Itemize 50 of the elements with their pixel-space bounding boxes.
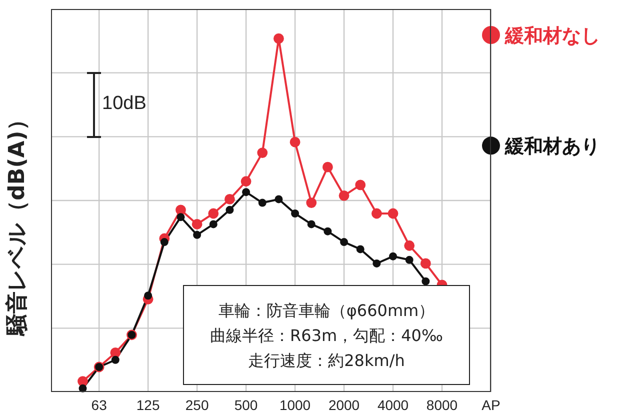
point [257, 148, 268, 158]
y-axis-title: 騒音レベル（dB(A)） [4, 108, 31, 338]
point [422, 277, 430, 286]
x-tick-label: AP [482, 396, 500, 413]
annotation: 曲線半径：R63m，勾配：40‰ [210, 324, 443, 346]
point [355, 180, 366, 190]
x-tick-label: 4000 [377, 396, 409, 413]
annotation: 走行速度：約28km/h [248, 350, 405, 372]
annotation: 車輪：防音車輪（φ660mm） [218, 300, 435, 322]
point [192, 219, 202, 230]
point [291, 210, 300, 218]
point [307, 220, 316, 228]
point [404, 240, 415, 251]
point [111, 356, 120, 364]
series-label: 緩和材あり [504, 136, 600, 158]
point [405, 256, 414, 264]
x-tick-label: 2000 [328, 396, 360, 413]
point [356, 245, 364, 254]
point [322, 162, 333, 172]
point [420, 258, 431, 269]
series-label: 緩和材なし [504, 25, 600, 47]
point [193, 230, 202, 239]
point [388, 208, 398, 219]
x-tick-label: 8000 [426, 396, 458, 413]
point [160, 238, 168, 246]
point [144, 292, 152, 300]
x-tick-label: 500 [234, 396, 258, 413]
point [389, 252, 398, 260]
point [209, 220, 218, 228]
point [372, 259, 381, 268]
point [242, 188, 250, 196]
point [340, 238, 348, 246]
x-tick-label: 250 [185, 396, 209, 413]
point [258, 198, 266, 207]
point [224, 194, 235, 204]
point [274, 33, 284, 44]
point [274, 195, 283, 204]
point [240, 176, 252, 187]
x-tick-label: 1000 [279, 396, 311, 413]
point [290, 136, 300, 148]
point [208, 208, 219, 219]
x-tick-label: 63 [91, 396, 108, 413]
point [324, 227, 332, 236]
point [306, 198, 317, 208]
annotation: 10dB [102, 93, 146, 115]
x-tick-label: 125 [136, 396, 160, 413]
point [338, 190, 350, 201]
point [176, 213, 185, 222]
point [226, 206, 234, 214]
point [371, 208, 382, 219]
